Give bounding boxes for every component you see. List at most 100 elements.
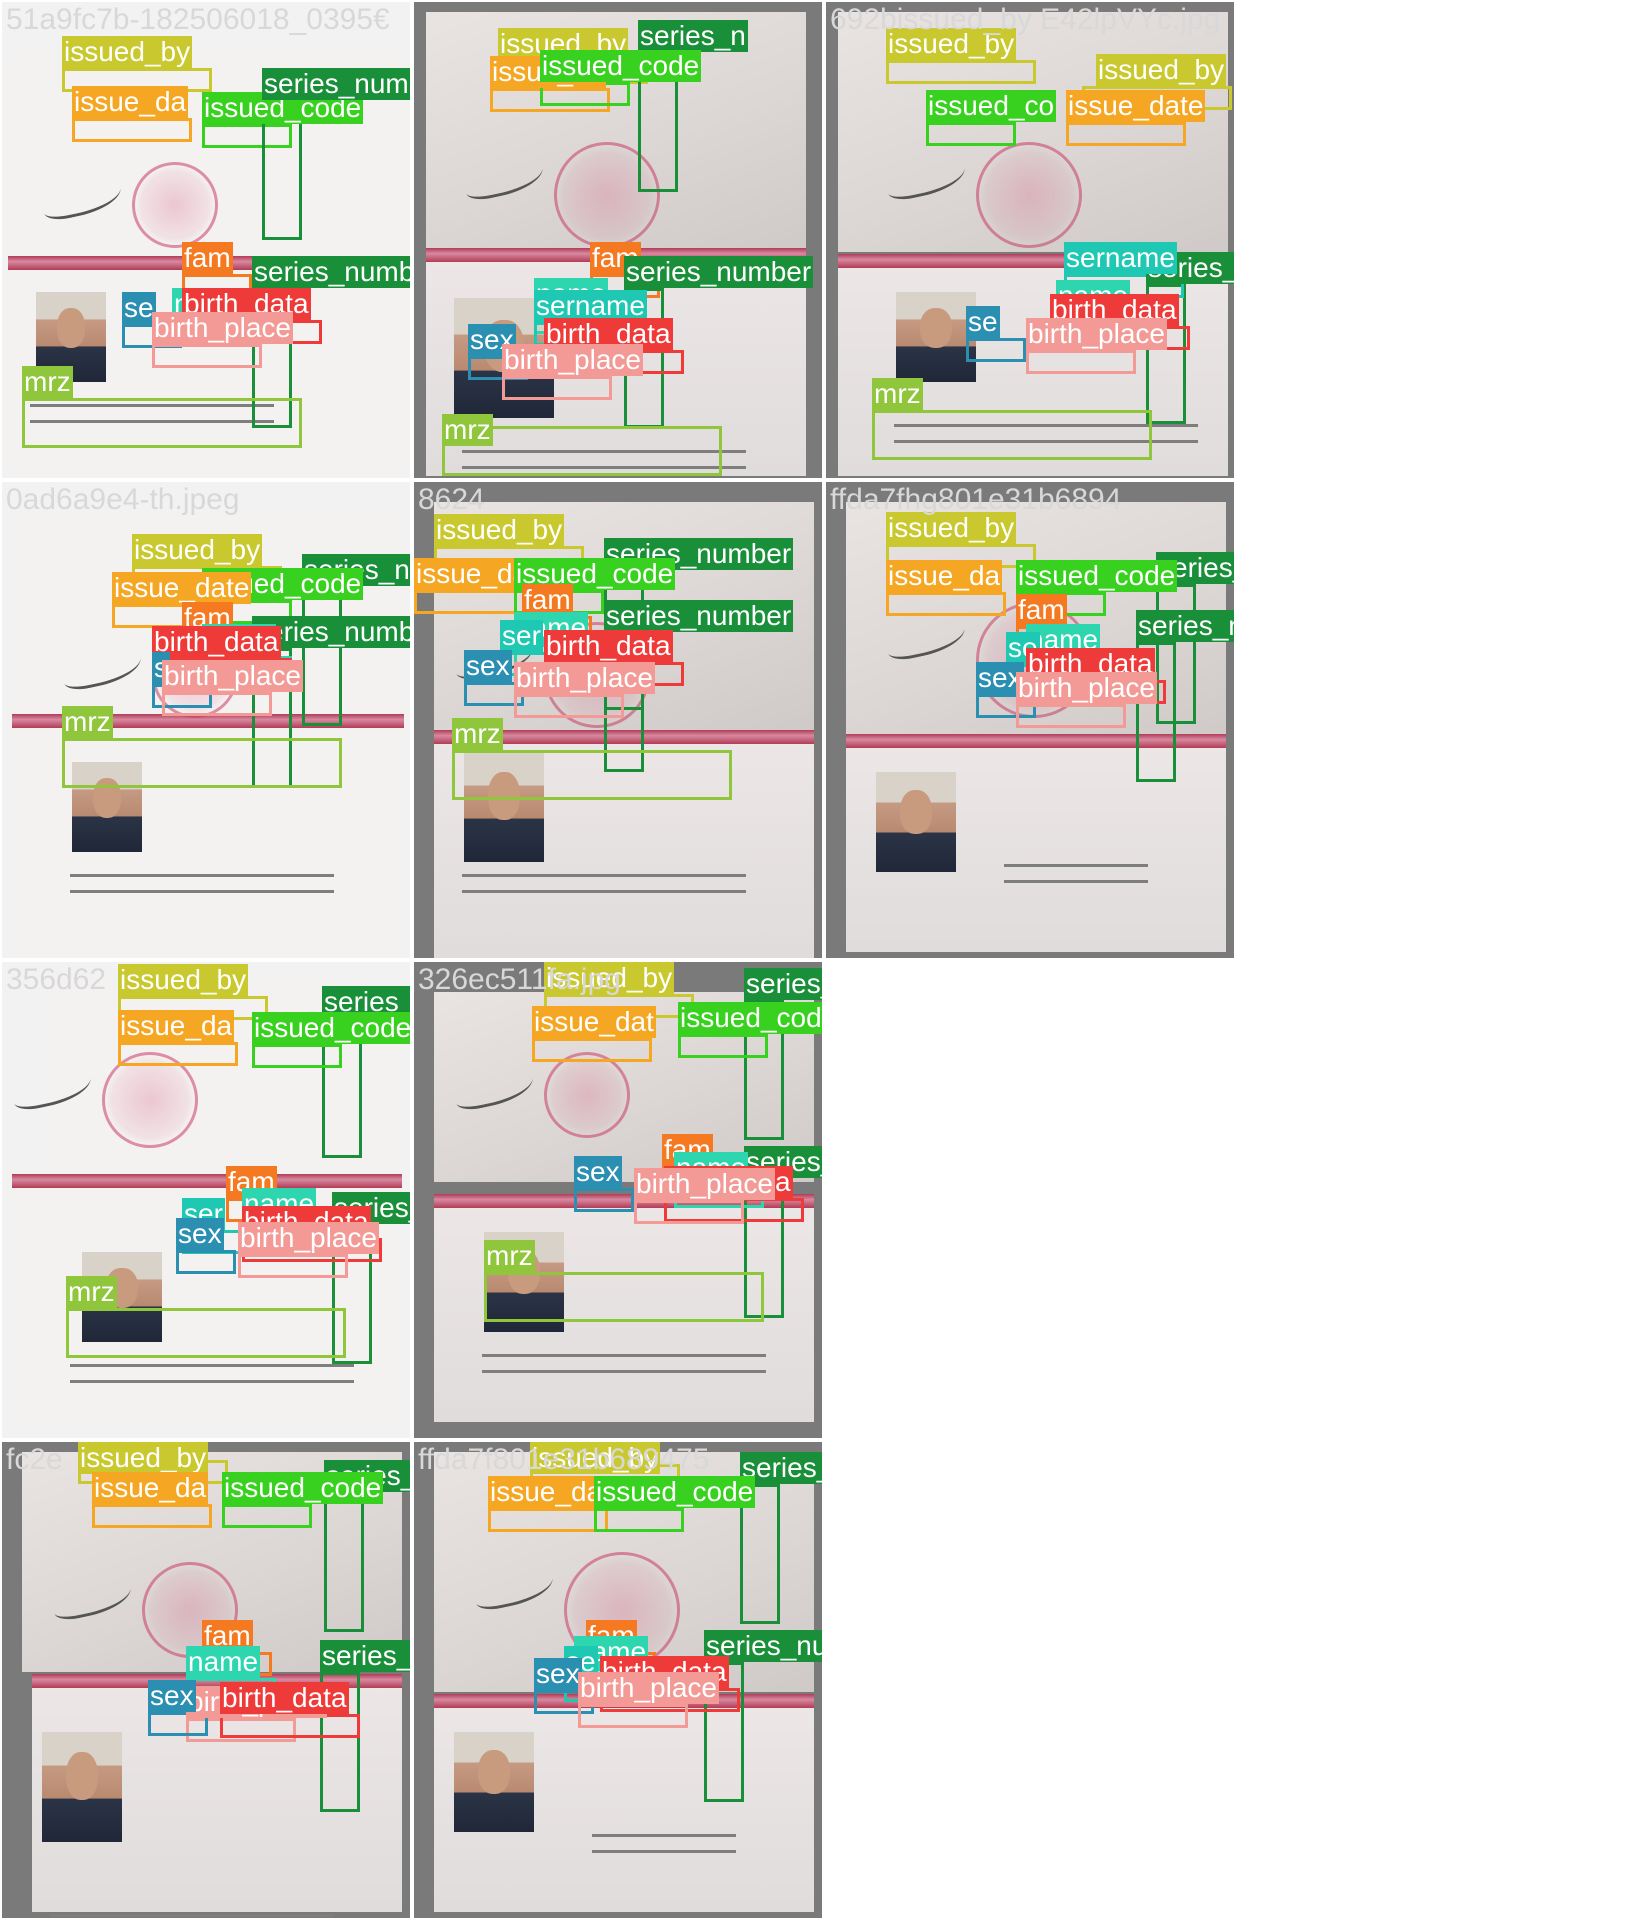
issue-date-label: issue_da	[72, 86, 189, 118]
mrz-bbox	[442, 426, 722, 476]
passport-image-cell: issued_byseries_nissue_daissued_codefams…	[414, 2, 822, 478]
image-filename: 326ec511fa.jpg	[418, 963, 621, 996]
mrz-label: mrz	[66, 1276, 117, 1308]
issued-code-label: issued_code	[540, 50, 702, 82]
issued-code-bbox	[926, 122, 1016, 146]
series-number-bbox	[320, 1672, 360, 1812]
sex-label: sex	[468, 324, 516, 356]
mrz-line	[1004, 864, 1148, 867]
issued-code-label: issued_code	[1016, 560, 1178, 592]
sex-label: sex	[464, 650, 512, 682]
mrz-line	[70, 874, 334, 877]
passport-spine	[846, 734, 1226, 748]
issued-by-label: issued_by	[434, 514, 565, 546]
mrz-label: mrz	[872, 378, 923, 410]
issued-by-label: issued_by	[132, 534, 263, 566]
series-number-label: series_number	[252, 256, 410, 288]
issue-date-bbox	[118, 1042, 238, 1066]
fam-label: fam	[182, 242, 233, 274]
issue-date-label: issue_da	[414, 558, 531, 590]
issue-date-bbox	[886, 592, 1006, 616]
sex-label: sex	[976, 662, 1024, 694]
mrz-label: mrz	[62, 706, 113, 738]
birth-place-bbox	[634, 1200, 744, 1224]
mrz-line	[30, 404, 274, 407]
mrz-line	[482, 1354, 766, 1357]
birth-place-label: birth_place	[238, 1222, 379, 1254]
issue-date-label: issue_da	[488, 1476, 605, 1508]
issued-by-label: issued_by	[1096, 54, 1227, 86]
image-filename: 356d62	[6, 963, 107, 996]
mrz-bbox	[66, 1308, 346, 1358]
series-number-label: series_number	[320, 1640, 410, 1672]
issue-date-label: issue_dat	[532, 1006, 656, 1038]
birth-place-bbox	[1016, 704, 1126, 728]
issue-date-bbox	[488, 1508, 608, 1532]
sex-bbox	[966, 338, 1026, 362]
issued-code-bbox	[202, 124, 292, 148]
passport-image-cell: fc2eissued_byseries_nuissue_daissued_cod…	[2, 1442, 410, 1918]
mrz-line	[462, 874, 746, 877]
issued-code-label: issued_code	[252, 1012, 410, 1044]
holder-photo	[72, 762, 142, 852]
sex-bbox	[574, 1188, 634, 1212]
series-number-bbox	[302, 586, 342, 726]
image-filename: 51a9fc7b-182506018_0395€	[6, 3, 390, 36]
mrz-line	[70, 1380, 354, 1383]
birth-place-bbox	[578, 1704, 688, 1728]
birth-data-label: birth_data	[152, 626, 281, 658]
mrz-line	[1004, 880, 1148, 883]
series-number-bbox	[744, 1000, 784, 1140]
mrz-label: mrz	[442, 414, 493, 446]
sex-label: sex	[176, 1218, 224, 1250]
mrz-label: mrz	[22, 366, 73, 398]
sex-label: sex	[148, 1680, 196, 1712]
birth-place-bbox	[1026, 350, 1136, 374]
issued-by-label: issued_by	[530, 1442, 661, 1474]
series-number-label: series_number	[1136, 610, 1234, 642]
stamp-seal	[132, 162, 218, 248]
series-number-label: series_number	[740, 1452, 822, 1484]
issued-code-label: issued_code	[594, 1476, 756, 1508]
holder-photo	[42, 1732, 122, 1842]
issued-by-bbox	[886, 60, 1036, 84]
sex-bbox	[148, 1712, 208, 1736]
issued-code-label: issued_code	[514, 558, 676, 590]
series-number-label: series_number	[744, 968, 822, 1000]
birth-place-label: birth_place	[578, 1672, 719, 1704]
series-number-label: series_number	[604, 600, 794, 632]
issued-by-label: issued_by	[118, 964, 249, 996]
mrz-line	[462, 466, 746, 469]
sex-label: sex	[534, 1658, 582, 1690]
birth-place-bbox	[162, 692, 272, 716]
issue-date-bbox	[490, 88, 610, 112]
mrz-line	[482, 1370, 766, 1373]
birth-place-bbox	[152, 344, 262, 368]
passport-image-cell: 51a9fc7b-182506018_0395€ issued_by issue_d…	[2, 2, 410, 478]
mrz-bbox	[452, 750, 732, 800]
issued-code-bbox	[594, 1508, 684, 1532]
mrz-label: mrz	[484, 1240, 535, 1272]
issued-by-label: issued_by	[62, 36, 193, 68]
issue-date-bbox	[92, 1504, 212, 1528]
issued-code-label: issued_code	[678, 1002, 822, 1034]
sex-label: se	[966, 306, 1000, 338]
issue-date-bbox	[1066, 122, 1186, 146]
passport-image-cell: 8624 issued_by series_number issue_da issued…	[414, 482, 822, 958]
mrz-line	[70, 890, 334, 893]
mrz-label: mrz	[452, 718, 503, 750]
passport-image-cell: 0ad6a9e4-th.jpegissued_byseries_numissue…	[2, 482, 410, 958]
issued-by-label: issued_by	[886, 512, 1017, 544]
mrz-line	[894, 424, 1198, 427]
mrz-line	[592, 1850, 736, 1853]
birth-place-bbox	[186, 1718, 296, 1742]
name-label: name	[186, 1646, 261, 1678]
passport-spine	[434, 730, 814, 744]
fam-label: fam	[1016, 594, 1067, 626]
sername-label: sername	[1064, 242, 1177, 274]
fam-label: fam	[522, 584, 573, 616]
birth-data-label: birth_data	[544, 630, 673, 662]
